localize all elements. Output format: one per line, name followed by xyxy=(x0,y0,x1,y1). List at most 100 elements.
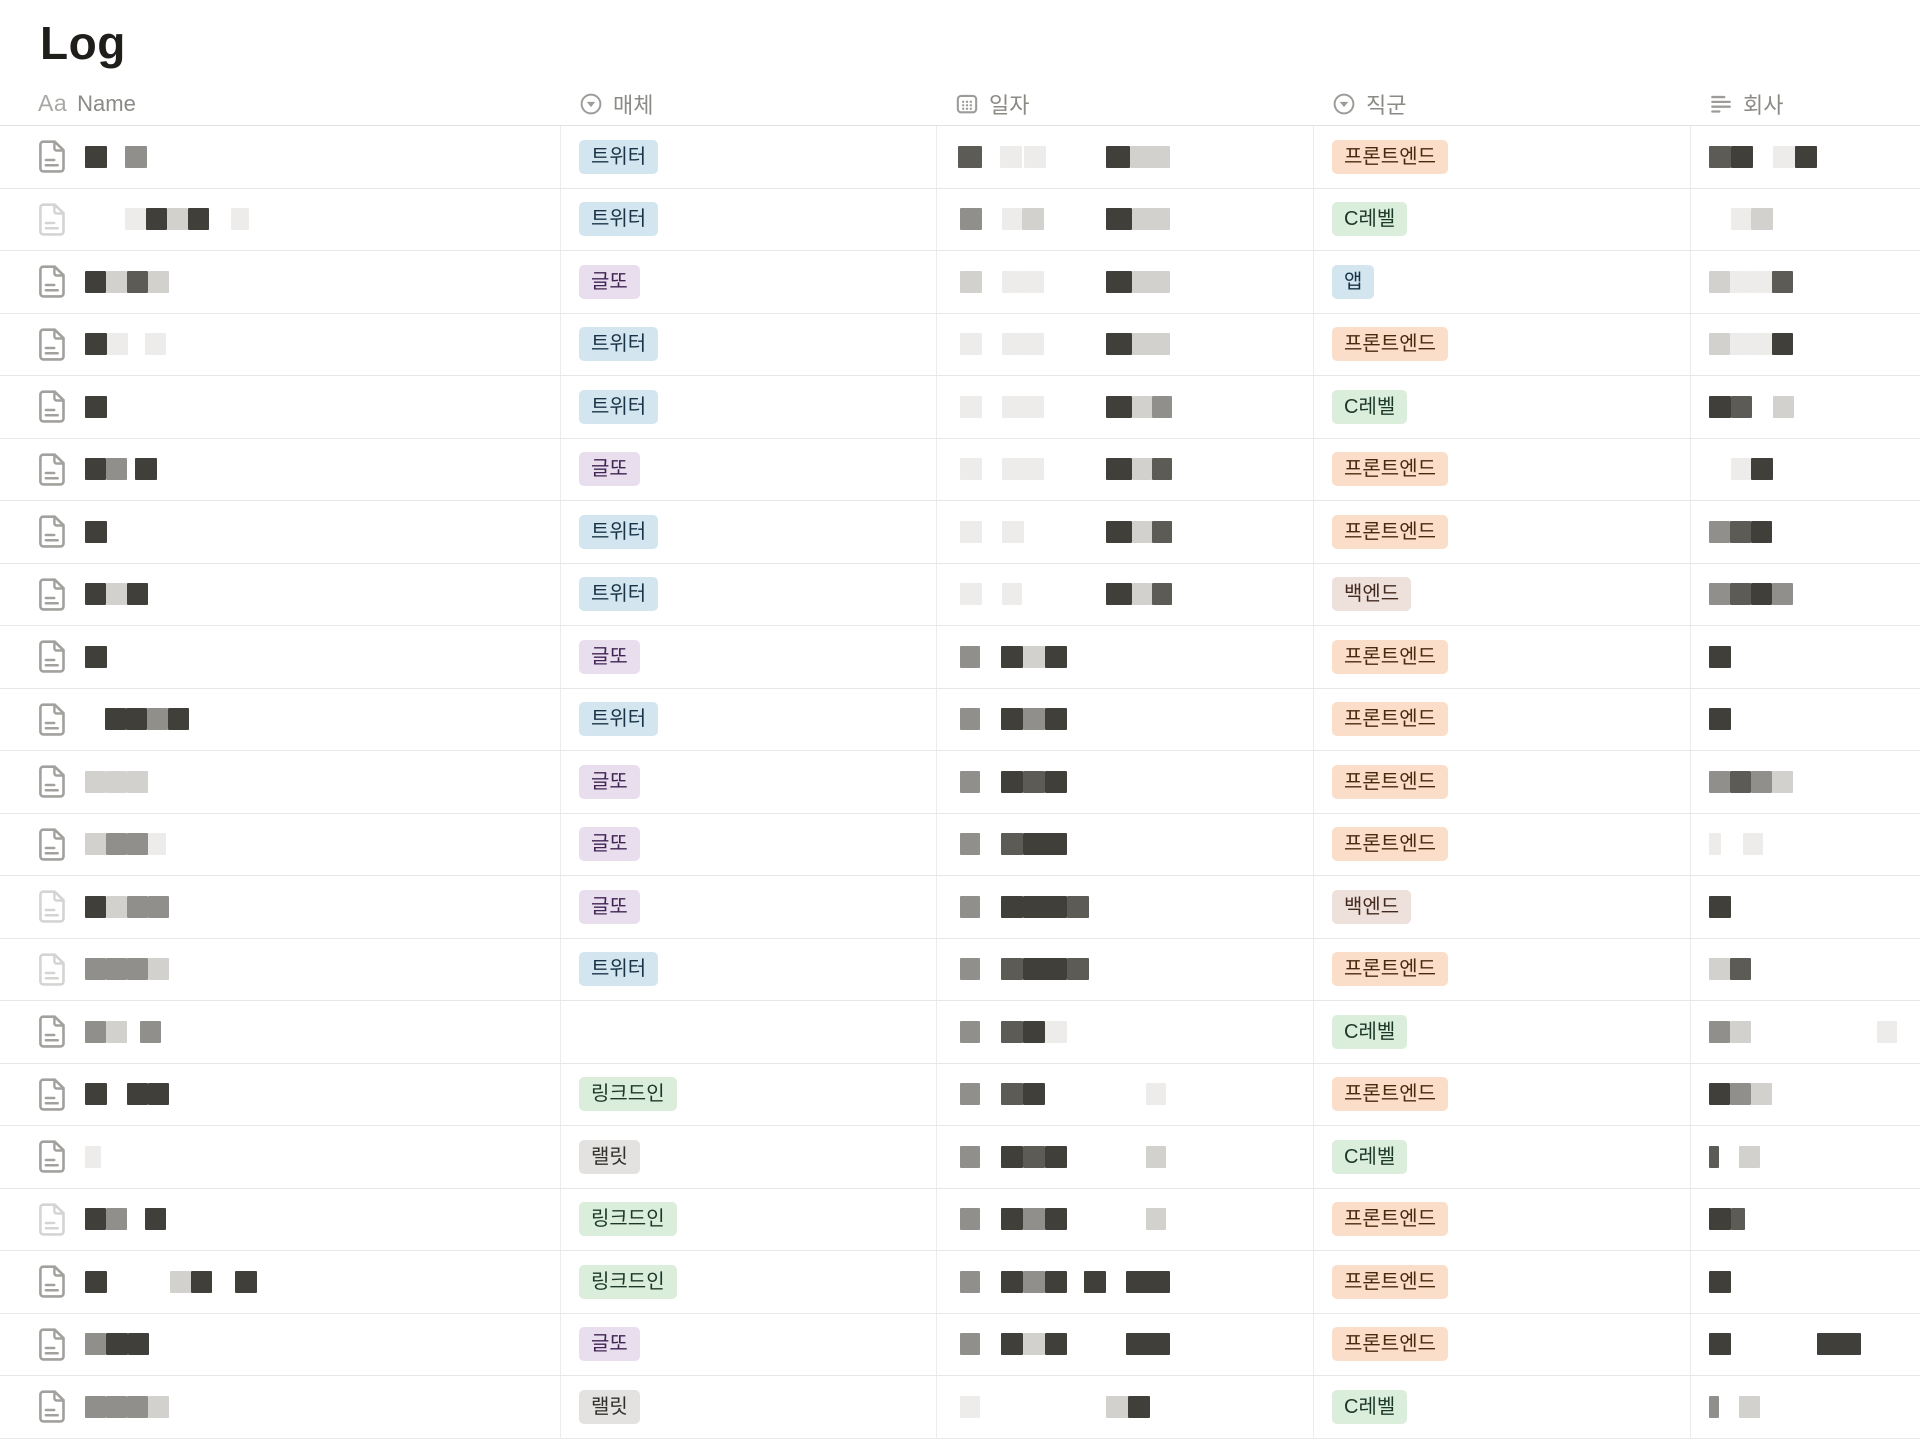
cell-job[interactable]: C레벨 xyxy=(1314,1126,1691,1188)
cell-media[interactable]: 랠릿 xyxy=(561,1376,937,1438)
cell-job[interactable]: 백엔드 xyxy=(1314,563,1691,625)
cell-date[interactable] xyxy=(937,1251,1314,1313)
cell-company[interactable] xyxy=(1691,689,1920,751)
table-row[interactable]: 링크드인 프론트엔드 xyxy=(0,1251,1920,1314)
cell-date[interactable] xyxy=(937,751,1314,813)
table-row[interactable]: 트위터 프론트엔드 xyxy=(0,688,1920,751)
cell-name[interactable] xyxy=(0,1376,561,1438)
cell-name[interactable] xyxy=(0,938,561,1000)
cell-job[interactable]: C레벨 xyxy=(1314,188,1691,250)
column-header-date[interactable]: 일자 xyxy=(937,82,1314,125)
cell-job[interactable]: 프론트엔드 xyxy=(1314,626,1691,688)
cell-job[interactable]: C레벨 xyxy=(1314,1376,1691,1438)
table-row[interactable]: 트위터 C레벨 xyxy=(0,376,1920,439)
table-row[interactable]: 글또 프론트엔드 xyxy=(0,626,1920,689)
cell-media[interactable]: 글또 xyxy=(561,1313,937,1375)
cell-name[interactable] xyxy=(0,1313,561,1375)
cell-date[interactable] xyxy=(937,876,1314,938)
cell-media[interactable]: 글또 xyxy=(561,251,937,313)
cell-media[interactable]: 트위터 xyxy=(561,126,937,188)
table-row[interactable]: 글또 앱 xyxy=(0,251,1920,314)
cell-company[interactable] xyxy=(1691,1376,1920,1438)
cell-job[interactable]: 프론트엔드 xyxy=(1314,1313,1691,1375)
table-row[interactable]: 트위터 백엔드 xyxy=(0,563,1920,626)
cell-media[interactable]: 링크드인 xyxy=(561,1251,937,1313)
cell-media[interactable]: 트위터 xyxy=(561,938,937,1000)
cell-name[interactable] xyxy=(0,313,561,375)
cell-name[interactable] xyxy=(0,1188,561,1250)
cell-company[interactable] xyxy=(1691,1251,1920,1313)
cell-media[interactable]: 트위터 xyxy=(561,188,937,250)
cell-job[interactable]: 프론트엔드 xyxy=(1314,813,1691,875)
cell-media[interactable]: 트위터 xyxy=(561,376,937,438)
cell-company[interactable] xyxy=(1691,564,1920,626)
cell-media[interactable]: 글또 xyxy=(561,751,937,813)
table-row[interactable]: 트위터 프론트엔드 xyxy=(0,501,1920,564)
cell-job[interactable]: 프론트엔드 xyxy=(1314,688,1691,750)
cell-date[interactable] xyxy=(937,1001,1314,1063)
cell-job[interactable]: 앱 xyxy=(1314,251,1691,313)
table-row[interactable]: 트위터 C레벨 xyxy=(0,188,1920,251)
cell-job[interactable]: 프론트엔드 xyxy=(1314,751,1691,813)
cell-media[interactable]: 트위터 xyxy=(561,313,937,375)
cell-media[interactable]: 글또 xyxy=(561,626,937,688)
table-row[interactable]: 랠릿 C레벨 xyxy=(0,1126,1920,1189)
cell-date[interactable] xyxy=(937,126,1314,188)
cell-company[interactable] xyxy=(1691,1064,1920,1126)
cell-media[interactable]: 글또 xyxy=(561,813,937,875)
cell-company[interactable] xyxy=(1691,1126,1920,1188)
table-row[interactable]: 링크드인 프론트엔드 xyxy=(0,1063,1920,1126)
cell-company[interactable] xyxy=(1691,1314,1920,1376)
cell-name[interactable] xyxy=(0,1001,561,1063)
cell-company[interactable] xyxy=(1691,1001,1920,1063)
cell-media[interactable]: 글또 xyxy=(561,876,937,938)
cell-date[interactable] xyxy=(937,1376,1314,1438)
cell-name[interactable] xyxy=(0,813,561,875)
cell-name[interactable] xyxy=(0,126,561,188)
cell-date[interactable] xyxy=(937,1188,1314,1250)
cell-job[interactable]: C레벨 xyxy=(1314,1001,1691,1063)
cell-job[interactable]: C레벨 xyxy=(1314,376,1691,438)
cell-company[interactable] xyxy=(1691,189,1920,251)
cell-name[interactable] xyxy=(0,1126,561,1188)
table-row[interactable]: 트위터 프론트엔드 xyxy=(0,938,1920,1001)
cell-name[interactable] xyxy=(0,751,561,813)
cell-company[interactable] xyxy=(1691,751,1920,813)
table-row[interactable]: 글또 프론트엔드 xyxy=(0,813,1920,876)
cell-date[interactable] xyxy=(937,1313,1314,1375)
cell-date[interactable] xyxy=(937,501,1314,563)
cell-company[interactable] xyxy=(1691,939,1920,1001)
cell-name[interactable] xyxy=(0,376,561,438)
cell-date[interactable] xyxy=(937,563,1314,625)
cell-job[interactable]: 프론트엔드 xyxy=(1314,438,1691,500)
cell-date[interactable] xyxy=(937,313,1314,375)
cell-date[interactable] xyxy=(937,1063,1314,1125)
table-row[interactable]: 랠릿 C레벨 xyxy=(0,1376,1920,1439)
table-row[interactable]: 글또 프론트엔드 xyxy=(0,751,1920,814)
cell-name[interactable] xyxy=(0,188,561,250)
cell-job[interactable]: 프론트엔드 xyxy=(1314,1063,1691,1125)
cell-date[interactable] xyxy=(937,1126,1314,1188)
table-row[interactable]: 트위터 프론트엔드 xyxy=(0,126,1920,189)
cell-date[interactable] xyxy=(937,626,1314,688)
column-header-name[interactable]: Aa Name xyxy=(0,82,561,125)
cell-name[interactable] xyxy=(0,688,561,750)
table-row[interactable]: 트위터 프론트엔드 xyxy=(0,313,1920,376)
cell-company[interactable] xyxy=(1691,1189,1920,1251)
column-header-media[interactable]: 매체 xyxy=(561,82,937,125)
cell-media[interactable]: 링크드인 xyxy=(561,1063,937,1125)
cell-name[interactable] xyxy=(0,1063,561,1125)
cell-name[interactable] xyxy=(0,251,561,313)
cell-company[interactable] xyxy=(1691,314,1920,376)
cell-date[interactable] xyxy=(937,438,1314,500)
cell-name[interactable] xyxy=(0,438,561,500)
cell-date[interactable] xyxy=(937,251,1314,313)
cell-date[interactable] xyxy=(937,813,1314,875)
cell-media[interactable]: 링크드인 xyxy=(561,1188,937,1250)
cell-name[interactable] xyxy=(0,876,561,938)
cell-company[interactable] xyxy=(1691,376,1920,438)
column-header-company[interactable]: 회사 xyxy=(1691,82,1920,125)
cell-media[interactable]: 랠릿 xyxy=(561,1126,937,1188)
cell-media[interactable]: 트위터 xyxy=(561,501,937,563)
cell-job[interactable]: 프론트엔드 xyxy=(1314,126,1691,188)
